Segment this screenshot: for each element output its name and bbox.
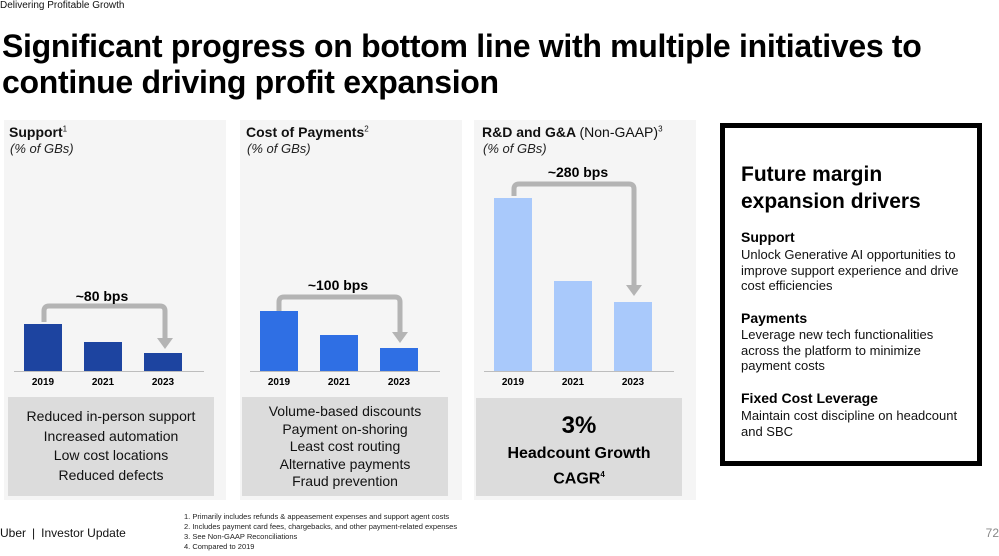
payments-axis bbox=[250, 371, 440, 372]
support-subtitle: (% of GBs) bbox=[10, 141, 74, 156]
payments-bar-2019 bbox=[260, 311, 298, 371]
page-title: Significant progress on bottom line with… bbox=[2, 28, 992, 100]
payments-bar-2023 bbox=[380, 348, 418, 371]
support-bar-2019 bbox=[24, 324, 62, 371]
page-number: 72 bbox=[985, 526, 999, 540]
support-bps-label: ~80 bps bbox=[75, 288, 129, 304]
support-year-2019: 2019 bbox=[31, 377, 55, 388]
support-drivers-list: Reduced in-person support Increased auto… bbox=[8, 407, 214, 485]
payments-year-2019: 2019 bbox=[267, 377, 291, 388]
footnote-1: 1. Primarily includes refunds & appeasem… bbox=[184, 512, 450, 521]
payments-subtitle: (% of GBs) bbox=[247, 141, 311, 156]
payments-year-2021: 2021 bbox=[327, 377, 351, 388]
rnd-bar-2021 bbox=[554, 281, 592, 371]
list-item: Low cost locations bbox=[53, 447, 169, 463]
rnd-bps-label: ~280 bps bbox=[547, 164, 609, 180]
support-bar-2023 bbox=[144, 353, 182, 371]
rnd-year-2021: 2021 bbox=[561, 377, 585, 388]
rnd-metric-box bbox=[476, 398, 682, 496]
rnd-year-2023: 2023 bbox=[621, 377, 645, 388]
driver-heading-payments: Payments bbox=[741, 310, 808, 326]
drivers-title: Future margin expansion drivers bbox=[741, 163, 921, 213]
footer-brand: Uber | Investor Update bbox=[0, 526, 126, 540]
footnote-3: 3. See Non-GAAP Reconciliations bbox=[184, 532, 298, 541]
list-item: Volume-based discounts bbox=[268, 403, 422, 419]
list-item: Fraud prevention bbox=[292, 473, 398, 489]
support-bar-2021 bbox=[84, 342, 122, 371]
list-item: Reduced defects bbox=[58, 466, 164, 483]
title-line-1: Significant progress on bottom line with… bbox=[2, 28, 922, 64]
footnote-2: 2. Includes payment card fees, chargebac… bbox=[184, 522, 458, 531]
support-title: Support1 bbox=[9, 124, 68, 140]
payments-drivers-list: Volume-based discounts Payment on-shorin… bbox=[242, 403, 448, 491]
list-item: Alternative payments bbox=[279, 455, 411, 472]
rnd-year-2019: 2019 bbox=[501, 377, 525, 388]
payments-title: Cost of Payments2 bbox=[246, 124, 369, 140]
list-item: Least cost routing bbox=[289, 438, 401, 454]
driver-heading-support: Support bbox=[741, 229, 795, 245]
driver-text-payments: Leverage new tech functionalities across… bbox=[741, 327, 934, 373]
footnotes: 1. Primarily includes refunds & appeasem… bbox=[184, 512, 457, 552]
future-drivers-box: Future margin expansion drivers Support … bbox=[720, 123, 982, 466]
rnd-title: R&D and G&A (Non-GAAP)3 bbox=[482, 124, 663, 140]
list-item: Payment on-shoring bbox=[282, 420, 408, 437]
list-item: Reduced in-person support bbox=[26, 408, 196, 424]
payments-drivers-box bbox=[242, 397, 448, 496]
payments-bps-label: ~100 bps bbox=[307, 277, 369, 293]
rnd-metric-label: Headcount Growth CAGR4 bbox=[507, 445, 651, 488]
title-line-2: continue driving profit expansion bbox=[2, 64, 499, 100]
footnote-4: 4. Compared to 2019 bbox=[184, 542, 255, 551]
section-label: Delivering Profitable Growth bbox=[0, 0, 125, 11]
rnd-metric-value: 3% bbox=[561, 412, 597, 439]
support-year-2023: 2023 bbox=[151, 377, 175, 388]
payments-bar-2021 bbox=[320, 335, 358, 371]
list-item: Increased automation bbox=[43, 427, 179, 444]
support-axis bbox=[14, 371, 204, 372]
support-year-2021: 2021 bbox=[91, 377, 115, 388]
payments-year-2023: 2023 bbox=[387, 377, 411, 388]
rnd-axis bbox=[484, 371, 674, 372]
rnd-bar-2019 bbox=[494, 198, 532, 371]
rnd-subtitle: (% of GBs) bbox=[483, 141, 547, 156]
support-drivers-box bbox=[8, 397, 214, 496]
driver-text-fixed-cost: Maintain cost discipline on headcount an… bbox=[741, 408, 958, 439]
driver-heading-fixed-cost: Fixed Cost Leverage bbox=[741, 390, 878, 406]
rnd-bar-2023 bbox=[614, 302, 652, 371]
driver-text-support: Unlock Generative AI opportunities to im… bbox=[741, 247, 959, 293]
